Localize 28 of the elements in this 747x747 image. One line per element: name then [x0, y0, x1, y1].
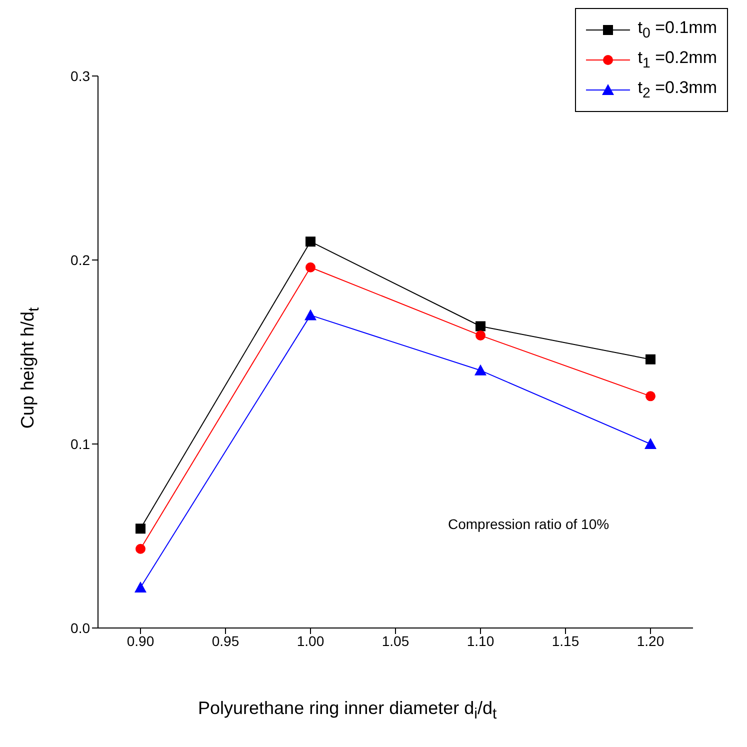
point: [304, 309, 316, 320]
point: [646, 391, 656, 402]
x-tick-label: 1.15: [552, 632, 580, 649]
point: [474, 364, 486, 376]
y-tick-label: 0.2: [70, 252, 90, 268]
point: [646, 354, 656, 364]
legend-label: t$_{0}$ =0.1mm: [638, 18, 717, 42]
x-axis-title: Polyurethane ring inner diameter d$_{i}$/d$_{t}$: [198, 698, 497, 723]
y-tick-label: 0.3: [70, 68, 90, 84]
x-tick-label: 1.20: [636, 632, 664, 649]
x-tick-label: 1.00: [296, 632, 324, 649]
x-tick-label: 1.05: [382, 632, 410, 649]
y-tick-label: 0.0: [70, 620, 90, 636]
point: [136, 544, 146, 554]
x-tick-label: 1.10: [466, 632, 494, 649]
point: [476, 330, 486, 340]
point: [476, 321, 486, 332]
point: [644, 438, 656, 449]
point: [306, 236, 316, 247]
point: [306, 262, 316, 272]
y-tick-label: 0.1: [70, 436, 90, 452]
x-tick-label: 0.90: [126, 632, 154, 649]
legend-label: t$_{1}$ =0.2mm: [638, 48, 717, 72]
x-tick-label: 0.95: [212, 632, 240, 649]
point: [134, 582, 146, 593]
legend-label: t$_{2}$ =0.3mm: [638, 78, 717, 102]
annotation: Compression ratio of 10%: [448, 516, 610, 532]
point: [136, 524, 146, 534]
